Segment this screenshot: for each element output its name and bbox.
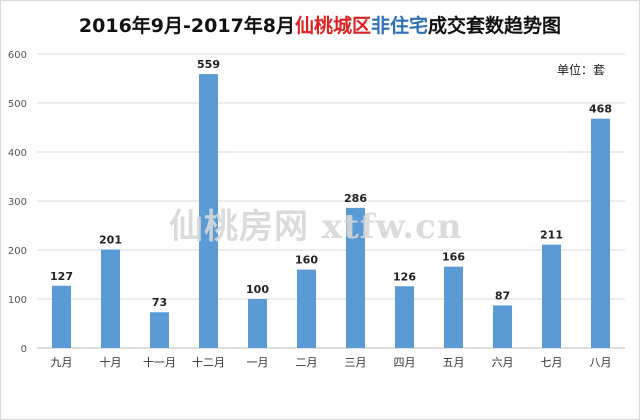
data-label: 100 bbox=[246, 283, 269, 296]
bar bbox=[199, 74, 218, 348]
x-axis-ticks: 九月 十月 十一月 十二月 一月 二月 三月 四月 五月 六月 七月 八月 bbox=[51, 355, 612, 369]
data-label: 87 bbox=[495, 289, 510, 302]
title-suffix: 成交套数趋势图 bbox=[428, 15, 562, 37]
data-labels: 127 201 73 559 100 160 286 126 166 87 211 468 bbox=[50, 58, 612, 309]
y-tick-label: 200 bbox=[8, 246, 27, 257]
y-tick-label: 100 bbox=[8, 295, 27, 306]
data-label: 286 bbox=[344, 192, 367, 205]
bar bbox=[493, 305, 512, 348]
data-label: 166 bbox=[442, 251, 465, 264]
x-tick-label: 九月 bbox=[51, 356, 73, 369]
data-label: 160 bbox=[295, 254, 318, 267]
x-tick-label: 五月 bbox=[443, 356, 465, 369]
x-tick-label: 十二月 bbox=[192, 355, 225, 369]
chart-title: 2016年9月-2017年8月仙桃城区非住宅成交套数趋势图 bbox=[1, 11, 639, 38]
bar bbox=[542, 244, 561, 348]
x-tick-label: 七月 bbox=[541, 356, 563, 369]
bar bbox=[150, 312, 169, 348]
bar bbox=[346, 207, 365, 348]
bar bbox=[101, 249, 120, 348]
y-tick-label: 300 bbox=[8, 197, 27, 208]
bar bbox=[444, 266, 463, 348]
x-tick-label: 一月 bbox=[247, 356, 269, 369]
data-label: 73 bbox=[152, 296, 167, 309]
title-area: 仙桃城区 bbox=[295, 15, 372, 37]
data-label: 468 bbox=[589, 103, 612, 116]
bars bbox=[52, 74, 610, 349]
y-tick-label: 600 bbox=[8, 50, 27, 61]
y-tick-label: 400 bbox=[8, 148, 27, 159]
x-tick-label: 十月 bbox=[100, 355, 122, 369]
data-label: 201 bbox=[99, 234, 122, 247]
data-label: 211 bbox=[540, 229, 563, 242]
data-label: 126 bbox=[393, 270, 416, 283]
x-tick-label: 八月 bbox=[590, 356, 612, 369]
x-tick-label: 三月 bbox=[345, 356, 367, 369]
bar bbox=[591, 118, 610, 349]
x-tick-label: 十一月 bbox=[143, 355, 176, 369]
bar bbox=[395, 286, 414, 348]
y-tick-label: 500 bbox=[8, 99, 27, 110]
x-tick-label: 二月 bbox=[296, 356, 318, 369]
gridlines bbox=[37, 53, 625, 349]
watermark: 仙桃房网 xtfw.cn bbox=[169, 207, 463, 247]
data-label: 559 bbox=[197, 58, 220, 71]
bar bbox=[248, 299, 267, 348]
bar bbox=[52, 285, 71, 348]
x-tick-label: 四月 bbox=[394, 356, 416, 369]
x-tick-label: 六月 bbox=[492, 356, 514, 369]
title-type: 非住宅 bbox=[371, 15, 429, 37]
data-label: 127 bbox=[50, 270, 73, 283]
y-tick-label: 0 bbox=[21, 344, 27, 355]
title-period: 2016年9月-2017年8月 bbox=[78, 15, 296, 37]
y-axis-ticks: 0 100 200 300 400 500 600 bbox=[8, 50, 27, 355]
bar bbox=[297, 269, 316, 348]
unit-label: 单位：套 bbox=[557, 63, 606, 77]
